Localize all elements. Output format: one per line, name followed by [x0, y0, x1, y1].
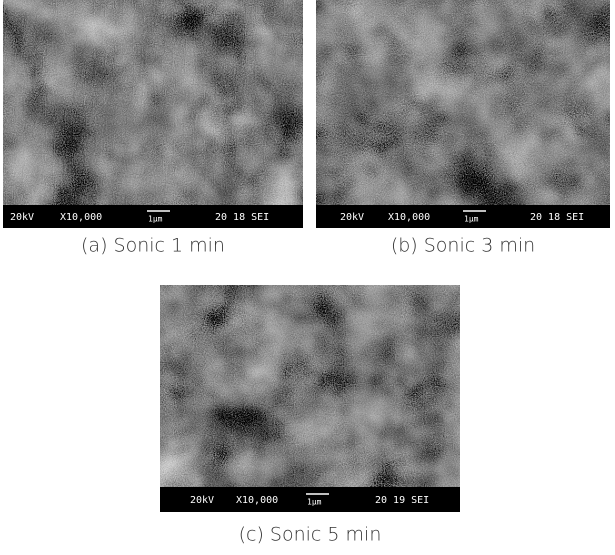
scale: 1μm — [464, 215, 479, 224]
magnification: X10,000 — [388, 212, 430, 223]
caption: (b) Sonic 3 min — [391, 235, 535, 257]
micrograph — [3, 0, 303, 205]
micrograph — [316, 0, 610, 205]
voltage: 20kV — [340, 212, 364, 223]
magnification: X10,000 — [60, 212, 102, 223]
caption: (c) Sonic 5 min — [239, 524, 382, 546]
voltage: 20kV — [10, 212, 34, 223]
panel: 20kV X10,000 1μm 20 18 SEI (b) Sonic 3 m… — [316, 0, 610, 257]
code: 20 18 SEI — [530, 212, 584, 223]
panel: 20kV X10,000 1μm 20 18 SEI (a) Sonic 1 m… — [3, 0, 303, 257]
voltage: 20kV — [190, 495, 214, 506]
panel: 20kV X10,000 1μm 20 19 SEI (c) Sonic 5 m… — [160, 285, 460, 546]
figure: 20kV X10,000 1μm 20 18 SEI (a) Sonic 1 m… — [0, 0, 615, 551]
micrograph — [160, 285, 460, 487]
magnification: X10,000 — [236, 495, 278, 506]
caption: (a) Sonic 1 min — [81, 235, 225, 257]
scale: 1μm — [307, 498, 322, 507]
code: 20 19 SEI — [375, 495, 429, 506]
scale: 1μm — [148, 215, 163, 224]
code: 20 18 SEI — [215, 212, 269, 223]
